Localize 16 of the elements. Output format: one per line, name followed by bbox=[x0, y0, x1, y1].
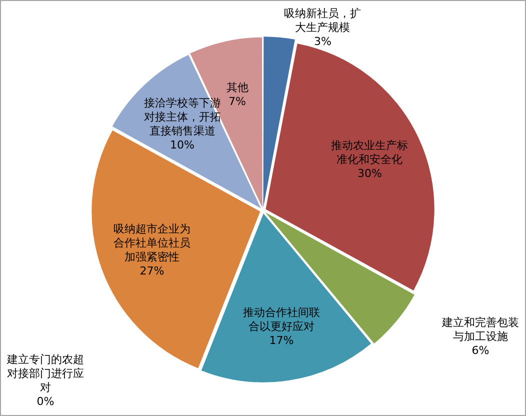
slice-label: 推动农业生产标准化和安全化 bbox=[331, 139, 408, 166]
data-label: 30% bbox=[358, 167, 382, 180]
data-label: 17% bbox=[269, 334, 294, 347]
data-label: 27% bbox=[140, 264, 164, 278]
slice-label: 吸纳超市企业为合作社单位社员加强紧密性 bbox=[114, 222, 191, 264]
slice-label: 建立和完善包装与加工设施 bbox=[441, 316, 519, 343]
slice-label: 推动合作社间联合以更好应对 bbox=[242, 306, 320, 333]
slice-label: 其他 bbox=[226, 81, 248, 94]
data-label: 10% bbox=[170, 138, 194, 152]
text: 0% bbox=[36, 394, 54, 408]
data-label: 6% bbox=[472, 344, 490, 357]
data-label: 3% bbox=[314, 34, 332, 48]
slice-label: 吸纳新社员，扩大生产规模 bbox=[284, 6, 362, 34]
slice-label: 接洽学校等下游对接主体，开拓直接销售渠道 bbox=[144, 96, 221, 138]
category-label: 建立专门的农超对接部门进行应对 bbox=[7, 352, 84, 394]
data-label: 7% bbox=[228, 95, 246, 108]
